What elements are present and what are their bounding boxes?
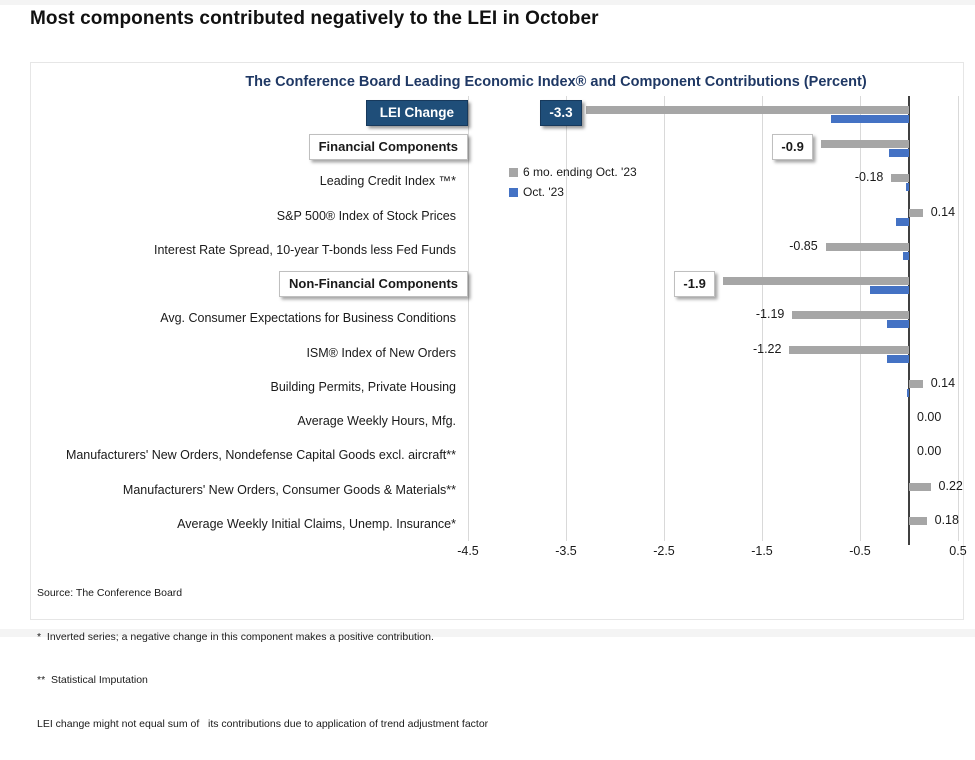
gridline xyxy=(762,96,763,541)
value-label: 0.22 xyxy=(938,478,963,493)
chart-row: LEI Change -3.3 xyxy=(31,96,963,131)
x-axis-tick-label: 0.5 xyxy=(949,544,967,558)
bar-6mo-ending-oct23 xyxy=(825,242,909,251)
value-label: 0.00 xyxy=(917,410,942,425)
bar-oct23 xyxy=(869,286,909,295)
chart-row: Building Permits, Private Housing 0.14 xyxy=(31,370,963,405)
value-label: -0.85 xyxy=(789,238,818,253)
bar-oct23 xyxy=(907,388,909,397)
chart-row: Avg. Consumer Expectations for Business … xyxy=(31,301,963,336)
gridline xyxy=(566,96,567,541)
category-label: Leading Credit Index ™* xyxy=(319,174,456,189)
bar-oct23 xyxy=(887,354,909,363)
chart-row: Manufacturers' New Orders, Nondefense Ca… xyxy=(31,438,963,473)
category-label: Manufacturers' New Orders, Consumer Good… xyxy=(122,482,456,497)
category-label: ISM® Index of New Orders xyxy=(306,345,456,360)
category-label: Interest Rate Spread, 10-year T-bonds le… xyxy=(153,242,456,257)
chart-row: ISM® Index of New Orders -1.22 xyxy=(31,336,963,371)
chart-row: Interest Rate Spread, 10-year T-bonds le… xyxy=(31,233,963,268)
value-label: -1.22 xyxy=(752,341,782,356)
bar-6mo-ending-oct23 xyxy=(789,345,909,354)
chart-title: The Conference Board Leading Economic In… xyxy=(245,74,867,90)
gray-square-icon xyxy=(509,167,518,177)
x-axis-tick-label: -0.5 xyxy=(849,544,871,558)
value-label: 0.18 xyxy=(934,512,959,527)
footnote-statistical-imputation: ** Statistical Imputation xyxy=(37,674,148,686)
gridline xyxy=(958,96,959,541)
bar-6mo-ending-oct23 xyxy=(909,379,923,388)
legend-label-oct: Oct. '23 xyxy=(523,185,564,199)
chart-panel: The Conference Board Leading Economic In… xyxy=(30,62,967,730)
value-label: 0.14 xyxy=(930,204,956,219)
x-axis-tick-label: -2.5 xyxy=(653,544,675,558)
category-label: Avg. Consumer Expectations for Business … xyxy=(160,311,456,326)
top-margin-band xyxy=(0,0,975,5)
bar-6mo-ending-oct23 xyxy=(909,208,923,217)
blue-square-icon xyxy=(509,187,518,197)
value-label: -3.3 xyxy=(540,100,582,126)
page-title: Most components contributed negatively t… xyxy=(30,8,599,29)
category-label: Non-Financial Components xyxy=(279,271,468,298)
bar-oct23 xyxy=(830,115,909,123)
x-axis-tick-label: -3.5 xyxy=(555,544,577,558)
bar-oct23 xyxy=(906,183,909,192)
legend-item-6mo: 6 mo. ending Oct. '23 xyxy=(509,162,637,182)
bottom-margin-band xyxy=(0,629,975,637)
bar-6mo-ending-oct23 xyxy=(585,106,909,114)
bar-6mo-ending-oct23 xyxy=(820,140,909,149)
category-label: Average Weekly Hours, Mfg. xyxy=(297,414,456,429)
source-line: Source: The Conference Board xyxy=(37,587,183,599)
chart-row: Average Weekly Initial Claims, Unemp. In… xyxy=(31,507,963,542)
gridline xyxy=(468,96,469,541)
bar-oct23 xyxy=(889,149,909,158)
bar-6mo-ending-oct23 xyxy=(909,516,927,525)
chart-row: Average Weekly Hours, Mfg. 0.00 xyxy=(31,404,963,439)
bar-oct23 xyxy=(887,320,909,329)
chart-row: Financial Components -0.9 xyxy=(31,130,963,165)
bar-6mo-ending-oct23 xyxy=(722,277,909,286)
category-label: Building Permits, Private Housing xyxy=(270,379,457,394)
value-label: -0.9 xyxy=(772,134,813,161)
value-label: 0.00 xyxy=(917,444,942,459)
bar-oct23 xyxy=(903,251,909,260)
chart-row: S&P 500® Index of Stock Prices 0.14 xyxy=(31,199,963,234)
x-axis-tick-label: -1.5 xyxy=(751,544,773,558)
legend-label-6mo: 6 mo. ending Oct. '23 xyxy=(523,165,637,179)
value-label: -1.19 xyxy=(755,307,785,322)
category-label: Average Weekly Initial Claims, Unemp. In… xyxy=(177,516,456,531)
category-label: S&P 500® Index of Stock Prices xyxy=(276,208,456,223)
category-label: LEI Change xyxy=(365,100,468,126)
category-label: Manufacturers' New Orders, Nondefense Ca… xyxy=(65,448,456,463)
footnote-trend-adjustment: LEI change might not equal sum of its co… xyxy=(37,717,489,730)
value-label: -0.18 xyxy=(854,170,884,185)
chart-row: Leading Credit Index ™* -0.18 xyxy=(31,164,963,199)
value-label: 0.14 xyxy=(930,375,956,390)
chart-row: Non-Financial Components -1.9 xyxy=(31,267,963,302)
bar-oct23 xyxy=(896,217,909,226)
legend-item-oct: Oct. '23 xyxy=(509,182,637,202)
bar-6mo-ending-oct23 xyxy=(891,174,909,183)
source-notes: Source: The Conference Board * Inverted … xyxy=(37,557,488,760)
category-label: Financial Components xyxy=(308,134,468,161)
legend: 6 mo. ending Oct. '23 Oct. '23 xyxy=(509,162,637,202)
x-axis-tick-label: -4.5 xyxy=(457,544,479,558)
chart-row: Manufacturers' New Orders, Consumer Good… xyxy=(31,473,963,508)
value-label: -1.9 xyxy=(674,271,715,298)
bar-6mo-ending-oct23 xyxy=(792,311,909,320)
bar-6mo-ending-oct23 xyxy=(909,482,931,491)
zero-axis-line xyxy=(908,96,910,545)
gridline xyxy=(664,96,665,541)
